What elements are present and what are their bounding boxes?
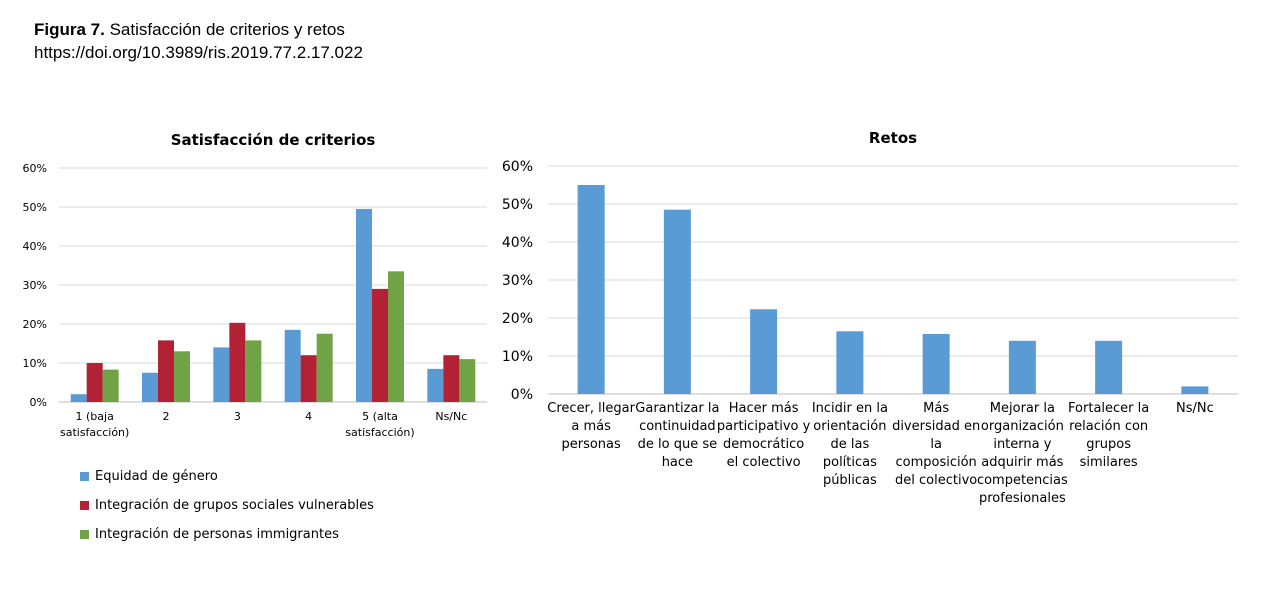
y-tick-label: 20% (23, 318, 47, 331)
bar (158, 340, 174, 402)
bar (284, 329, 301, 402)
bar (1095, 340, 1123, 394)
chart-retos: Retos 0% 10% 20% 30% 40% 50% 60% Crecer, llegar a… (502, 129, 1238, 506)
legend-item: Integración de personas immigrantes (80, 520, 374, 549)
bar (372, 288, 388, 402)
category-label: 2 (163, 410, 170, 423)
legend: Equidad de género Integración de grupos s… (80, 462, 374, 549)
category-label: Incidir en la orientación de las políticas p… (812, 401, 888, 488)
y-tick-label: 40% (502, 235, 533, 251)
bar (459, 359, 476, 402)
category-label: 5 (alta satisfacción) (345, 410, 414, 439)
legend-swatch (80, 501, 89, 510)
y-tick-label: 30% (502, 273, 533, 289)
y-tick-label: 20% (502, 311, 533, 327)
category-label: Más diversidad en la composición del colecti… (892, 401, 980, 488)
bar (577, 185, 605, 394)
bar (174, 351, 190, 402)
y-tick-label: 60% (502, 159, 533, 175)
chart-satisfaccion: Satisfacción de criterios 0% 10% 20% 30% 40% 5… (23, 131, 487, 439)
bar (316, 333, 333, 402)
legend-item: Equidad de género (80, 462, 374, 491)
category-label: Mejorar la organización interna y adquirir … (977, 401, 1068, 506)
bar (86, 363, 103, 402)
bar (356, 208, 372, 402)
category-label: Garantizar la continuidad de lo que se hace (635, 401, 719, 470)
y-tick-label: 60% (23, 162, 47, 175)
category-label: Fortalecer la relación con grupos similares (1068, 401, 1149, 470)
chart-title: Satisfacción de criterios (171, 131, 376, 149)
legend-label: Integración de personas immigrantes (95, 527, 339, 542)
bar (142, 372, 158, 402)
figure-title: Satisfacción de criterios y retos (109, 20, 345, 39)
bar (427, 368, 444, 402)
y-tick-label: 50% (502, 197, 533, 213)
bar (443, 355, 460, 402)
legend-swatch (80, 472, 89, 481)
figure-label: Figura 7. (34, 20, 105, 39)
figure-doi: https://doi.org/10.3989/ris.2019.77.2.17… (34, 43, 363, 62)
legend-label: Equidad de género (95, 469, 218, 484)
legend-label: Integración de grupos sociales vulnerabl… (95, 498, 374, 513)
bar (300, 355, 317, 402)
legend-item: Integración de grupos sociales vulnerabl… (80, 491, 374, 520)
chart-title: Retos (869, 129, 917, 147)
bar (70, 394, 87, 402)
bar (922, 333, 950, 394)
y-tick-label: 10% (23, 357, 47, 370)
bar (836, 331, 864, 394)
bar (1181, 386, 1209, 394)
y-tick-label: 40% (23, 240, 47, 253)
figure-header: Figura 7. Satisfacción de criterios y re… (34, 18, 363, 64)
bar (663, 209, 691, 394)
category-label: 4 (305, 410, 312, 423)
category-label: 3 (234, 410, 241, 423)
bar (102, 369, 119, 402)
bar (1008, 340, 1036, 394)
bar (388, 271, 404, 402)
legend-swatch (80, 530, 89, 539)
y-tick-label: 30% (23, 279, 47, 292)
y-tick-label: 10% (502, 349, 533, 365)
bar (750, 309, 778, 394)
category-label: Crecer, llegar a más personas (547, 401, 635, 452)
bar (229, 322, 246, 402)
category-label: Hacer más participativo y democrático el co… (717, 401, 811, 470)
y-tick-label: 50% (23, 201, 47, 214)
bar (213, 347, 230, 402)
category-label: Ns/Nc (435, 410, 467, 423)
bar (245, 340, 262, 402)
y-tick-label: 0% (511, 387, 533, 403)
category-label: 1 (baja satisfacción) (60, 410, 129, 439)
y-tick-label: 0% (30, 396, 47, 409)
category-label: Ns/Nc (1176, 401, 1214, 416)
figure-caption: Figura 7. Satisfacción de criterios y re… (34, 18, 363, 41)
